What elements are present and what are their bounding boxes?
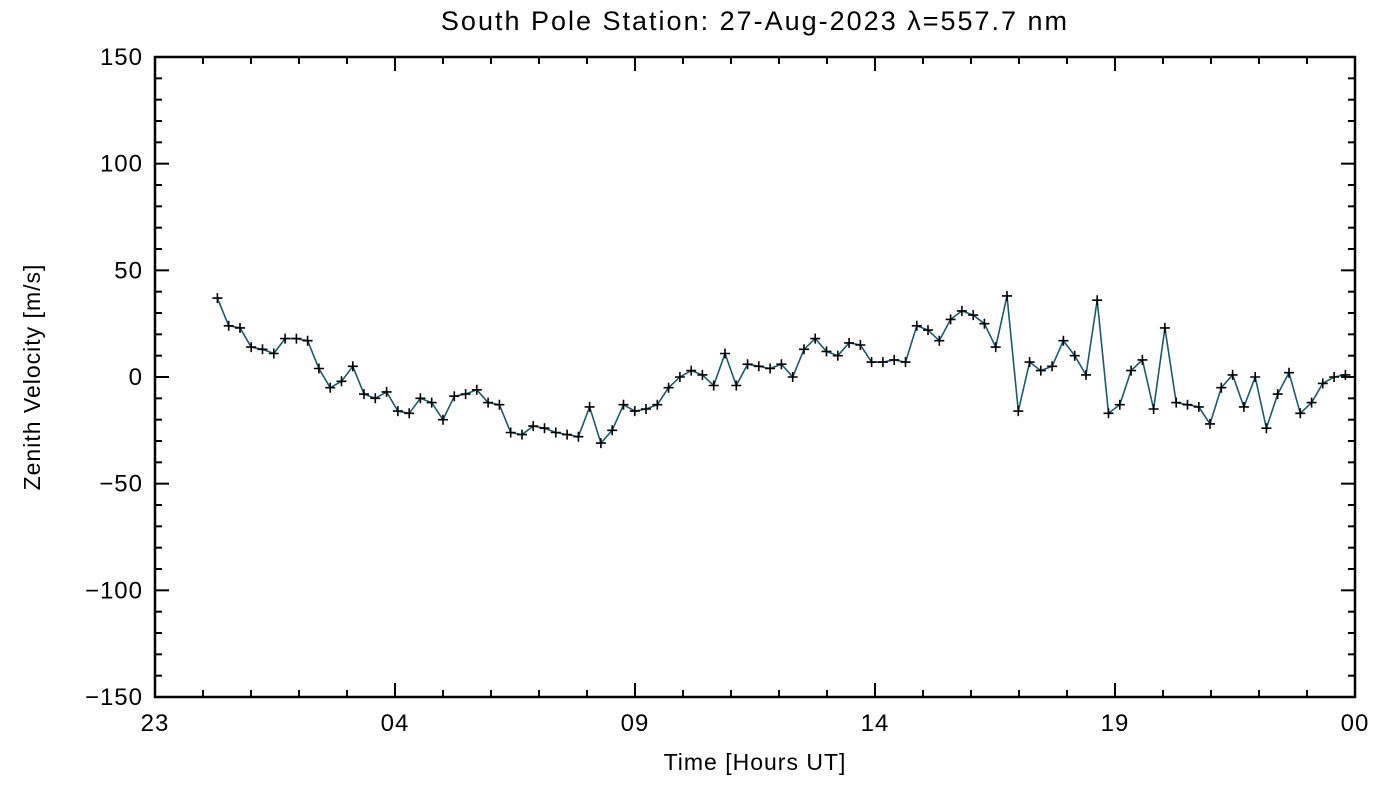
data-series xyxy=(212,290,1351,449)
tick-label: 09 xyxy=(621,710,650,737)
series-line xyxy=(216,295,1346,445)
tick-label: −100 xyxy=(85,577,143,604)
tick-label: −150 xyxy=(85,684,143,711)
tick-label: 100 xyxy=(100,151,143,178)
y-axis-label: Zenith Velocity [m/s] xyxy=(19,264,45,491)
tick-label: 19 xyxy=(1101,710,1130,737)
tick-label: 150 xyxy=(100,44,143,71)
tick-label: 00 xyxy=(1341,710,1370,737)
tick-label: −50 xyxy=(99,471,143,498)
tick-label: 23 xyxy=(141,710,170,737)
series-markers xyxy=(212,290,1351,449)
chart-title: South Pole Station: 27-Aug-2023 λ=557.7 … xyxy=(441,6,1069,36)
tick-label: 0 xyxy=(129,364,143,391)
plot-frame xyxy=(153,55,1357,699)
tick-label: 04 xyxy=(381,710,410,737)
x-axis-label: Time [Hours UT] xyxy=(664,749,847,775)
tick-label: 50 xyxy=(114,257,143,284)
tick-label: 14 xyxy=(861,710,890,737)
axes: 23 04 09 14 19 00 −150 −100 −50 0 50 100 150 xyxy=(85,44,1370,737)
